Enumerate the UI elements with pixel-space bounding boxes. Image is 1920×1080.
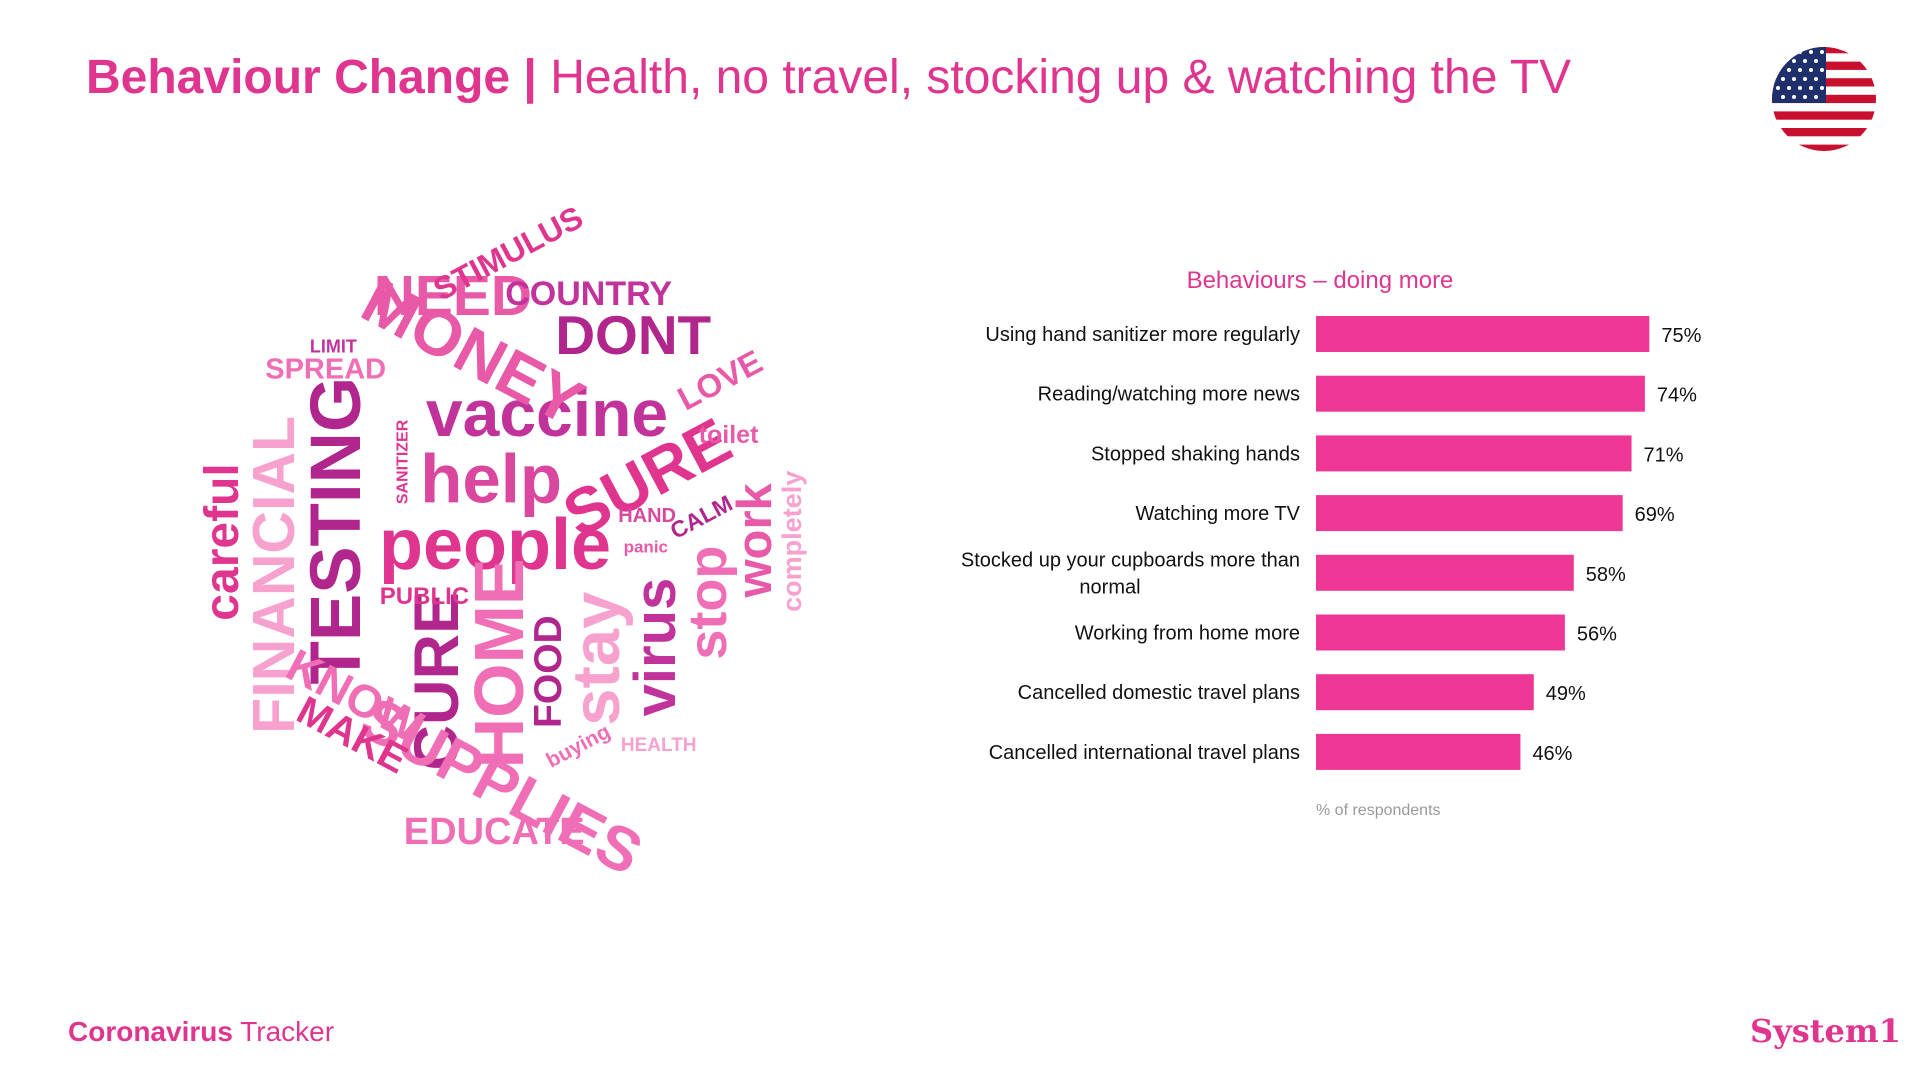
data-label: 71% (1644, 444, 1684, 466)
cloud-word: work (728, 482, 782, 598)
page-title-bold: Behaviour Change | (86, 51, 537, 104)
data-label: 75% (1661, 325, 1701, 347)
cloud-word: panic (624, 537, 668, 556)
data-label: 69% (1635, 504, 1675, 526)
category-label: Stocked up your cupboards more than (961, 549, 1300, 571)
category-label: Watching more TV (1135, 503, 1300, 525)
bar (1316, 316, 1650, 352)
category-label: normal (1079, 576, 1140, 598)
cloud-word: stay (559, 592, 634, 726)
bar (1316, 733, 1521, 770)
cloud-word: toilet (699, 421, 759, 449)
cloud-word: DONT (555, 304, 711, 366)
category-label: Using hand sanitizer more regularly (985, 324, 1300, 346)
page-title-rest: Health, no travel, stocking up & watchin… (550, 51, 1572, 104)
cloud-word: NEED (374, 264, 532, 328)
cloud-word: vaccine (426, 376, 668, 450)
category-label: Reading/watching more news (1038, 384, 1300, 406)
cloud-word: virus (623, 578, 688, 717)
cloud-word: completely (777, 471, 807, 612)
page-title: Behaviour Change | Health, no travel, st… (86, 48, 1571, 108)
cloud-word: LIMIT (310, 336, 357, 356)
cloud-word: TESTING (297, 377, 376, 685)
cloud-word: help (420, 441, 562, 518)
cloud-word: careful (196, 463, 249, 620)
bar (1316, 554, 1574, 591)
category-label: Cancelled international travel plans (989, 742, 1300, 764)
cloud-word: FOOD (527, 615, 570, 728)
footer-brand-rest: Tracker (232, 1016, 335, 1047)
system1-logo: System1 (1750, 1012, 1901, 1050)
cloud-word: people (379, 505, 611, 585)
bar (1316, 674, 1534, 711)
cloud-word: HEALTH (621, 735, 697, 756)
cloud-word: HOME (460, 558, 538, 768)
cloud-word: stop (678, 546, 738, 660)
us-flag-icon (1772, 47, 1876, 151)
bar (1316, 375, 1645, 412)
cloud-word: EDUCATE (404, 811, 585, 853)
cloud-word: FINANCIAL (241, 416, 307, 734)
cloud-word: COUNTRY (505, 275, 672, 313)
data-label: 58% (1586, 564, 1626, 586)
category-label: Cancelled domestic travel plans (1018, 682, 1300, 704)
cloud-word: CURE (402, 592, 472, 771)
chart-title: Behaviours – doing more (1187, 267, 1454, 294)
cloud-word: HAND (618, 505, 676, 527)
cloud-word: SPREAD (265, 353, 386, 385)
x-axis-label: % of respondents (1316, 802, 1441, 819)
bar (1316, 435, 1632, 472)
cloud-word: SANITIZER (394, 419, 411, 504)
bar (1316, 614, 1565, 651)
data-label: 74% (1657, 385, 1697, 407)
data-label: 56% (1577, 624, 1617, 646)
data-label: 46% (1532, 743, 1572, 765)
data-label: 49% (1546, 683, 1586, 705)
category-label: Stopped shaking hands (1091, 443, 1300, 465)
footer-brand: Coronavirus Tracker (68, 1016, 334, 1048)
bar (1316, 495, 1623, 532)
footer-brand-bold: Coronavirus (68, 1016, 233, 1047)
cloud-word: PUBLIC (380, 583, 469, 610)
category-label: Working from home more (1075, 623, 1300, 645)
